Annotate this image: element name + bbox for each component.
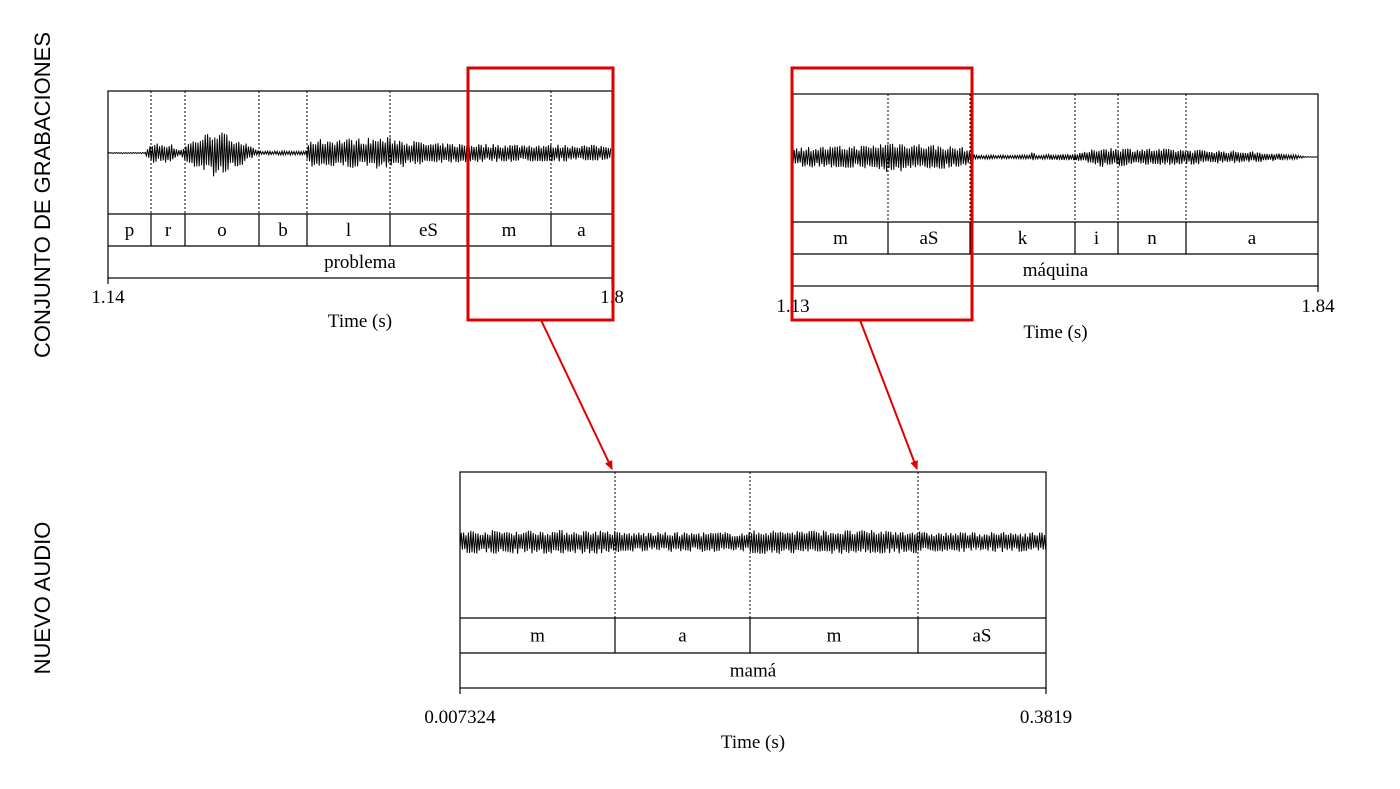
segment-label: m [502, 220, 517, 241]
axis-label: Time (s) [328, 311, 392, 332]
segment-label: i [1094, 228, 1099, 249]
side-label: CONJUNTO DE GRABACIONES [30, 32, 55, 358]
segment-label: a [678, 626, 687, 647]
segment-label: o [217, 220, 227, 241]
word-label: problema [324, 252, 396, 273]
axis-label: Time (s) [1023, 322, 1087, 343]
segment-label: l [346, 220, 351, 241]
waveform [107, 132, 612, 177]
waveform [459, 530, 1047, 555]
segment-label: n [1147, 228, 1157, 249]
arrow [859, 319, 918, 470]
segment-label: aS [920, 228, 939, 249]
segment-label: m [530, 626, 545, 647]
word-label: máquina [1023, 260, 1089, 281]
panel-frame [792, 93, 1319, 287]
segment-label: m [827, 626, 842, 647]
time-start: 1.14 [91, 287, 125, 308]
axis-label: Time (s) [721, 732, 785, 753]
segment-label: a [577, 220, 586, 241]
segment-label: b [278, 220, 288, 241]
segment-label: m [833, 228, 848, 249]
segment-label: eS [419, 220, 438, 241]
time-end: 0.3819 [1020, 707, 1072, 728]
side-label: NUEVO AUDIO [30, 522, 55, 675]
selection-box [466, 66, 615, 322]
selection-box [790, 66, 974, 322]
segment-label: p [125, 220, 135, 241]
panel-frame [107, 90, 613, 279]
segment-label: r [165, 220, 172, 241]
panel-frame [459, 471, 1047, 689]
segment-label: a [1248, 228, 1257, 249]
segment-label: k [1018, 228, 1028, 249]
arrow [540, 319, 613, 470]
segment-label: aS [973, 626, 992, 647]
time-end: 1.84 [1301, 296, 1335, 317]
waveform [792, 143, 1318, 172]
time-start: 0.007324 [424, 707, 496, 728]
word-label: mamá [730, 661, 777, 682]
